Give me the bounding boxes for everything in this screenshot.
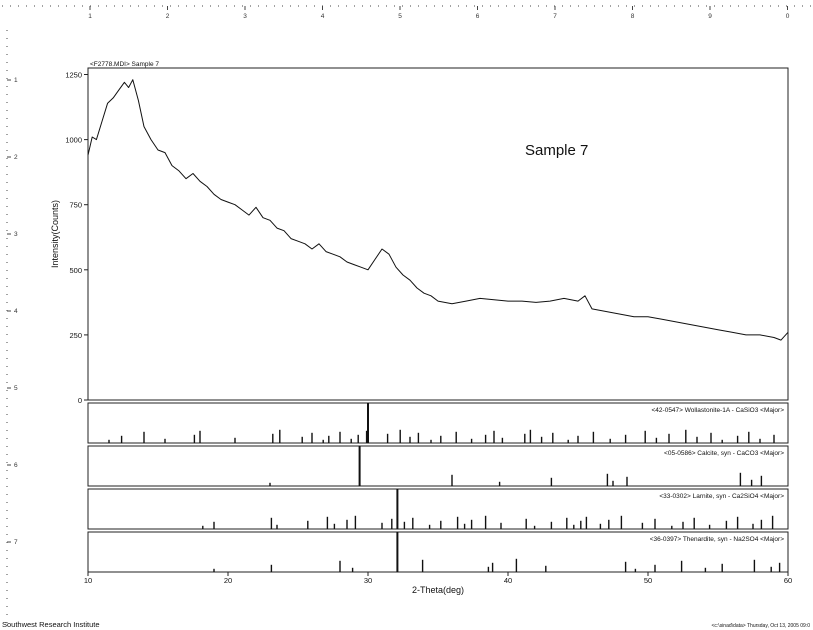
top-ruler: 1 2 3 4 5 6 7 8 9 0 xyxy=(2,5,811,20)
y-tick-label: 750 xyxy=(69,201,82,210)
x-axis-label: 2-Theta(deg) xyxy=(412,585,464,595)
top-ruler-label: 5 xyxy=(398,13,402,20)
left-ruler-label: 2 xyxy=(14,154,18,161)
top-ruler-ticks: 1 2 3 4 5 6 7 8 9 0 xyxy=(88,6,790,20)
y-tick-label: 1250 xyxy=(65,71,82,80)
reference-panel-label: <05-0586> Calcite, syn - CaCO3 <Major> xyxy=(664,450,784,457)
x-axis-ticks: 10 20 30 40 50 60 xyxy=(84,572,792,585)
top-ruler-label: 4 xyxy=(321,13,325,20)
reference-panel-frame xyxy=(87,445,789,487)
y-axis-ticks: 0 250 500 750 1000 1250 xyxy=(65,71,88,405)
reference-panel-frame xyxy=(87,531,789,573)
reference-panel: <05-0586> Calcite, syn - CaCO3 <Major> xyxy=(87,445,789,487)
reference-panel: <33-0302> Larnite, syn - Ca2SiO4 <Major> xyxy=(87,488,789,530)
reference-panel-frame xyxy=(87,402,789,444)
top-ruler-label: 0 xyxy=(786,13,790,20)
intensity-line xyxy=(87,79,789,341)
reference-panel-label: <36-0397> Thenardite, syn - Na2SO4 <Majo… xyxy=(650,536,784,543)
x-tick-label: 10 xyxy=(84,576,92,585)
reference-panel-label: <42-0547> Wollastonite-1A - CaSiO3 <Majo… xyxy=(652,407,785,414)
y-tick-label: 0 xyxy=(78,396,82,405)
main-plot-frame xyxy=(87,67,789,401)
reference-panel: <36-0397> Thenardite, syn - Na2SO4 <Majo… xyxy=(87,531,789,573)
left-ruler: 1 2 3 4 5 6 7 xyxy=(6,30,18,625)
main-series xyxy=(87,79,789,341)
reference-panels: <42-0547> Wollastonite-1A - CaSiO3 <Majo… xyxy=(87,402,789,573)
left-ruler-label: 7 xyxy=(14,539,18,546)
top-ruler-label: 1 xyxy=(88,13,92,20)
footer-right: <c:\sinad\data> Thursday, Oct 13, 2005 0… xyxy=(712,623,811,629)
y-tick-label: 500 xyxy=(69,266,82,275)
y-tick-label: 1000 xyxy=(65,136,82,145)
file-label: <F2778.MDI> Sample 7 xyxy=(90,61,159,68)
x-tick-label: 40 xyxy=(504,576,512,585)
left-ruler-ticks: 1 2 3 4 5 6 7 xyxy=(7,77,18,546)
left-ruler-label: 6 xyxy=(14,462,18,469)
left-ruler-label: 4 xyxy=(14,308,18,315)
top-ruler-label: 9 xyxy=(708,13,712,20)
left-ruler-label: 5 xyxy=(14,385,18,392)
top-ruler-label: 3 xyxy=(243,13,247,20)
y-axis-label: Intensity(Counts) xyxy=(50,200,60,268)
reference-panel-frame xyxy=(87,488,789,530)
x-tick-label: 30 xyxy=(364,576,372,585)
top-ruler-label: 8 xyxy=(631,13,635,20)
x-tick-label: 60 xyxy=(784,576,792,585)
footer-left: Southwest Research Institute xyxy=(2,620,100,629)
top-ruler-label: 2 xyxy=(166,13,170,20)
x-tick-label: 50 xyxy=(644,576,652,585)
x-tick-label: 20 xyxy=(224,576,232,585)
top-ruler-label: 7 xyxy=(553,13,557,20)
reference-panel-label: <33-0302> Larnite, syn - Ca2SiO4 <Major> xyxy=(659,493,784,500)
top-ruler-label: 6 xyxy=(476,13,480,20)
left-ruler-label: 3 xyxy=(14,231,18,238)
sample-annotation: Sample 7 xyxy=(525,142,588,159)
left-ruler-label: 1 xyxy=(14,77,18,84)
reference-panel: <42-0547> Wollastonite-1A - CaSiO3 <Majo… xyxy=(87,402,789,444)
y-tick-label: 250 xyxy=(69,331,82,340)
